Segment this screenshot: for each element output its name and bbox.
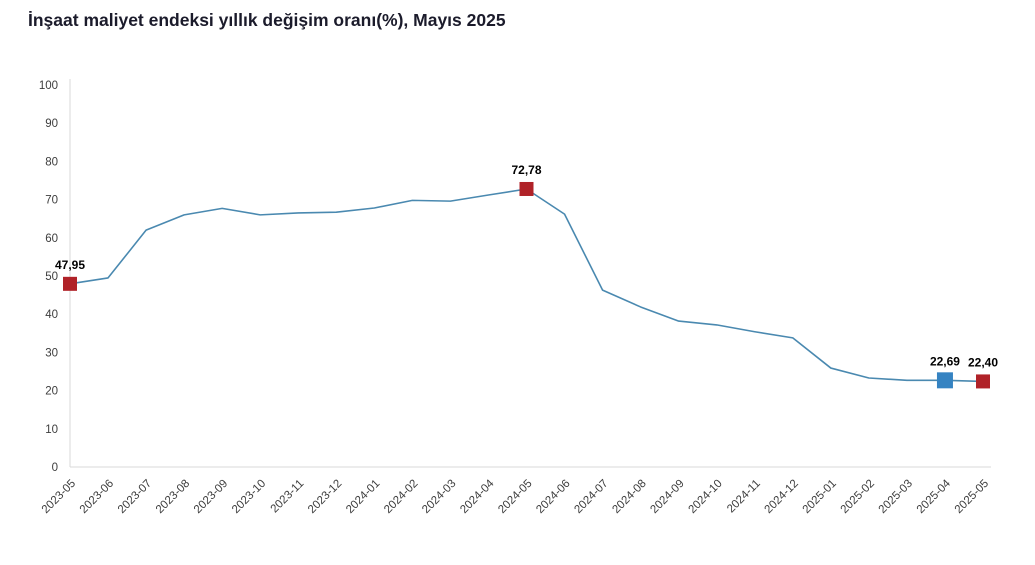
y-tick-label: 100	[39, 80, 58, 92]
data-point-marker-2023-05	[63, 276, 77, 291]
y-tick-label: 80	[45, 156, 58, 168]
data-point-marker-2024-05	[519, 181, 534, 196]
x-tick-label: 2024-03	[420, 478, 458, 516]
x-tick-label: 2023-09	[192, 478, 230, 516]
x-tick-label: 2023-11	[269, 478, 307, 516]
value-label-2025-05: 22,40	[968, 355, 998, 369]
x-tick-label: 2024-12	[763, 478, 801, 516]
x-tick-label: 2024-09	[648, 478, 686, 516]
y-tick-label: 40	[45, 309, 58, 321]
y-tick-label: 30	[45, 347, 58, 359]
y-tick-label: 20	[45, 386, 58, 398]
x-tick-label: 2025-05	[953, 478, 991, 516]
x-tick-label: 2025-03	[877, 478, 915, 516]
data-point-marker-2025-05	[976, 374, 990, 389]
value-label-2024-05: 72,78	[511, 163, 541, 177]
value-label-2025-04: 22,69	[930, 354, 960, 368]
x-tick-label: 2024-11	[725, 478, 763, 516]
value-label-2023-05: 47,95	[55, 258, 85, 272]
x-tick-label: 2024-07	[572, 478, 610, 516]
x-tick-label: 2025-04	[915, 477, 954, 516]
x-tick-label: 2025-01	[801, 478, 839, 516]
x-tick-label: 2023-05	[40, 478, 78, 516]
series-line	[69, 188, 984, 383]
x-tick-label: 2023-06	[78, 478, 116, 516]
x-tick-label: 2024-10	[686, 478, 724, 516]
y-tick-label: 0	[52, 462, 58, 474]
chart-title: İnşaat maliyet endeksi yıllık değişim or…	[28, 10, 506, 30]
y-tick-label: 60	[45, 233, 58, 245]
y-tick-label: 10	[45, 424, 58, 436]
x-tick-label: 2024-01	[344, 478, 382, 516]
y-tick-label: 90	[45, 118, 58, 130]
x-tick-label: 2024-06	[534, 478, 572, 516]
x-tick-label: 2023-10	[230, 478, 268, 516]
y-tick-label: 70	[45, 195, 58, 207]
y-tick-label: 50	[45, 271, 58, 283]
x-tick-label: 2025-02	[839, 478, 877, 516]
data-point-marker-2025-04	[936, 372, 953, 389]
x-tick-label: 2024-05	[496, 478, 534, 516]
x-tick-label: 2023-08	[154, 478, 192, 516]
x-tick-label: 2024-08	[610, 478, 648, 516]
x-tick-label: 2023-07	[116, 478, 154, 516]
x-tick-label: 2024-02	[382, 478, 420, 516]
x-tick-label: 2023-12	[306, 478, 344, 516]
x-tick-label: 2024-04	[458, 477, 497, 516]
